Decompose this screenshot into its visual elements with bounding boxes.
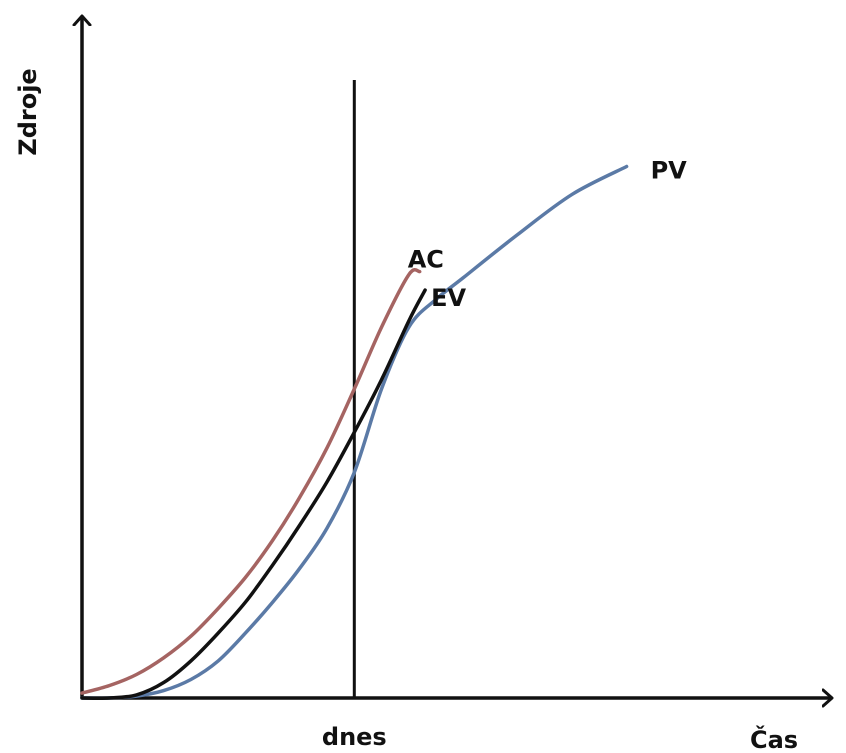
series-layer: PV EV AC: [80, 157, 688, 700]
series-label-ev: EV: [431, 284, 466, 312]
x-axis-label: Čas: [750, 724, 798, 753]
series-line-ev: [80, 288, 427, 700]
series-label-ac: AC: [408, 246, 444, 274]
series-line-ac: [80, 268, 422, 695]
today-label: dnes: [322, 723, 387, 751]
y-axis-label: Zdroje: [14, 68, 42, 155]
series-line-pv: [80, 164, 629, 700]
series-label-pv: PV: [651, 157, 688, 185]
